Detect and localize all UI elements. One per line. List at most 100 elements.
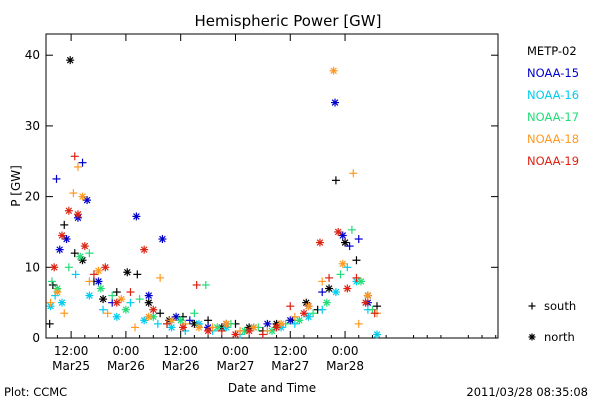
south-point-noaa-15 [78,158,87,167]
south-point-noaa-17 [309,309,318,318]
legend-entry-noaa-19: NOAA-19 [527,154,579,168]
south-point-metp-02 [331,176,340,185]
south-point-noaa-19 [325,273,334,282]
north-point-noaa-18 [304,302,313,311]
x-tick-label-time: 12:00 [163,344,198,358]
south-point-metp-02 [48,280,57,289]
north-point-noaa-18 [249,323,258,332]
x-tick-label-date: Mar26 [107,359,145,373]
south-point-noaa-19 [370,309,379,318]
north-point-noaa-16 [112,312,121,321]
south-point-noaa-18 [85,277,94,286]
north-point-noaa-16 [167,323,176,332]
legend-entry-noaa-16: NOAA-16 [527,88,579,102]
north-point-noaa-19 [334,227,343,236]
north-point-noaa-16 [57,298,66,307]
north-point-noaa-18 [222,319,231,328]
legend-entry-metp-02: METP-02 [527,44,577,58]
north-point-noaa-15 [286,316,295,325]
north-point-noaa-19 [299,309,308,318]
y-tick-label: 30 [25,119,40,133]
north-point-noaa-18 [53,288,62,297]
north-point-metp-02 [66,56,75,65]
series-legend: METP-02 NOAA-15 NOAA-16 NOAA-17 NOAA-18 NOAA-… [527,44,579,168]
north-point-noaa-15 [331,98,340,107]
south-point-noaa-19 [286,302,295,311]
plot-timestamp: 2011/03/28 08:35:08 [466,385,588,399]
x-tick-label-time: 12:00 [273,344,308,358]
north-point-noaa-15 [83,196,92,205]
north-point-noaa-16 [331,288,340,297]
x-tick-label-date: Mar26 [162,359,200,373]
south-point-metp-02 [70,249,79,258]
south-point-noaa-17 [135,295,144,304]
north-point-noaa-17 [76,252,85,261]
north-point-metp-02 [341,238,350,247]
south-point-noaa-17 [336,270,345,279]
marker-legend-symbol-north [528,333,536,341]
south-point-noaa-19 [126,288,135,297]
south-point-metp-02 [112,288,121,297]
north-point-noaa-18 [94,266,103,275]
south-point-noaa-15 [345,242,354,251]
north-point-noaa-16 [373,330,382,339]
x-tick-label-time: 0:00 [222,344,249,358]
marker-legend-label-south: south [544,299,576,313]
south-point-noaa-16 [126,298,135,307]
south-point-noaa-19 [162,319,171,328]
north-point-metp-02 [99,295,108,304]
x-tick-label-date: Mar27 [217,359,255,373]
south-point-metp-02 [45,319,54,328]
x-tick-label-time: 0:00 [332,344,359,358]
south-point-noaa-18 [354,319,363,328]
north-point-noaa-15 [263,319,272,328]
south-point-noaa-17 [201,280,210,289]
north-point-noaa-18 [167,316,176,325]
south-point-noaa-18 [46,298,55,307]
north-point-noaa-16 [85,291,94,300]
north-point-noaa-19 [73,210,82,219]
south-point-noaa-18 [208,323,217,332]
south-point-metp-02 [373,302,382,311]
north-point-noaa-17 [213,323,222,332]
south-point-noaa-17 [47,277,56,286]
north-point-noaa-15 [55,245,64,254]
y-axis-label: P [GW] [9,165,23,207]
north-point-noaa-19 [57,231,66,240]
north-point-noaa-19 [343,284,352,293]
north-point-noaa-19 [204,326,213,335]
south-point-noaa-18 [318,277,327,286]
south-point-metp-02 [204,316,213,325]
x-axis: 12:00Mar250:00Mar2612:00Mar260:00Mar2712… [52,34,497,373]
north-point-noaa-19 [140,245,149,254]
south-point-noaa-17 [108,291,117,300]
north-point-noaa-19 [101,263,110,272]
south-point-noaa-15 [52,174,61,183]
south-point-metp-02 [60,220,69,229]
north-point-noaa-15 [132,212,141,221]
south-point-noaa-16 [71,270,80,279]
chart-title: Hemispheric Power [GW] [195,12,382,30]
north-point-noaa-17 [357,277,366,286]
x-tick-label-date: Mar27 [271,359,309,373]
north-point-noaa-15 [144,291,153,300]
x-tick-label-date: Mar25 [52,359,90,373]
north-point-noaa-16 [140,316,149,325]
north-point-noaa-19 [112,298,121,307]
north-point-noaa-18 [78,192,87,201]
north-point-noaa-18 [117,295,126,304]
north-point-noaa-17 [295,316,304,325]
north-point-noaa-19 [64,206,73,215]
x-tick-label-time: 12:00 [54,344,89,358]
south-point-noaa-18 [60,309,69,318]
x-axis-label: Date and Time [228,381,316,395]
y-tick-label: 10 [25,260,40,274]
south-point-noaa-16 [343,263,352,272]
north-point-noaa-19 [231,330,240,339]
south-point-noaa-18 [103,309,112,318]
north-point-noaa-18 [194,323,203,332]
south-point-noaa-15 [354,235,363,244]
north-point-noaa-18 [277,319,286,328]
x-tick-label-date: Mar28 [326,359,364,373]
